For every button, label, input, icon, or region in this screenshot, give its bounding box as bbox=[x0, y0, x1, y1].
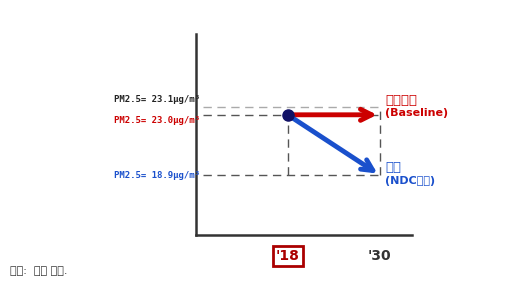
Text: (NDC이행): (NDC이행) bbox=[385, 176, 436, 186]
Text: PM2.5= 18.9μg/m³: PM2.5= 18.9μg/m³ bbox=[114, 170, 200, 180]
Text: PM2.5= 23.0μg/m³: PM2.5= 23.0μg/m³ bbox=[114, 116, 200, 125]
Text: '18: '18 bbox=[276, 249, 300, 263]
Text: 기본전망: 기본전망 bbox=[385, 94, 417, 107]
Text: 목표: 목표 bbox=[385, 160, 401, 174]
Text: 자료:  저자 작성.: 자료: 저자 작성. bbox=[10, 265, 68, 276]
Text: PM2.5= 23.1μg/m³: PM2.5= 23.1μg/m³ bbox=[114, 95, 200, 104]
Text: '30: '30 bbox=[368, 249, 391, 263]
Text: (Baseline): (Baseline) bbox=[385, 108, 449, 118]
